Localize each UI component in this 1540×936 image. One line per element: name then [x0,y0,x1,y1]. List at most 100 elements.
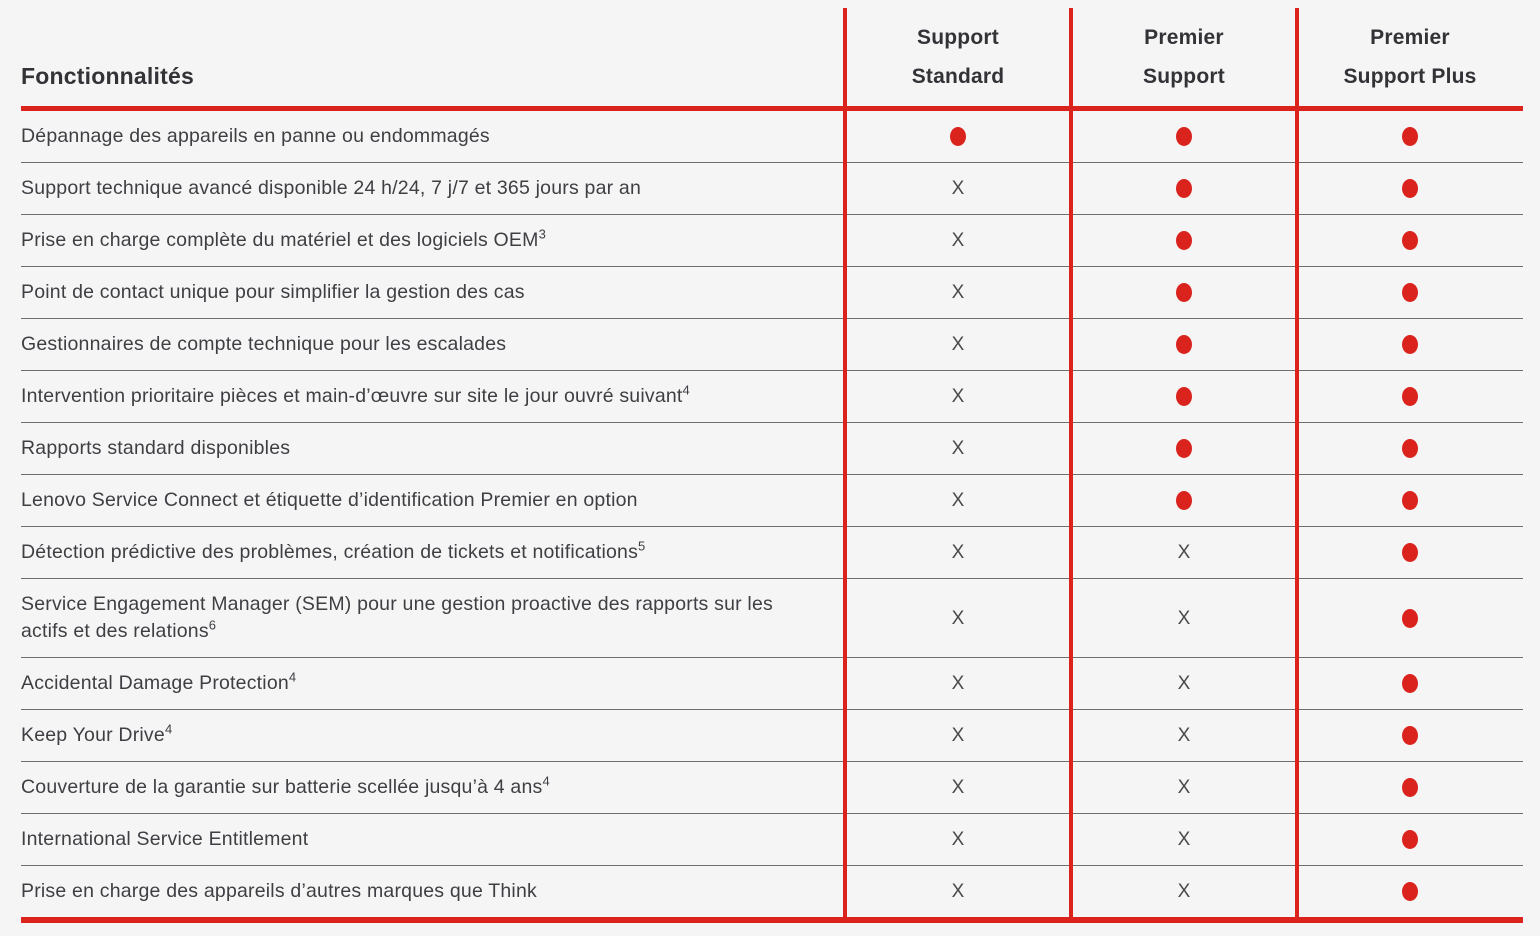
feature-name-cell: International Service Entitlement [21,814,845,865]
table-row: Gestionnaires de compte technique pour l… [21,318,1523,370]
premier-support-cell [1071,163,1297,214]
feature-label: Gestionnaires de compte technique pour l… [21,333,507,355]
feature-label: Couverture de la garantie sur batterie s… [21,776,543,798]
not-included-x-mark: X [951,607,965,629]
premier-support-cell: X [1071,527,1297,578]
feature-label: Accidental Damage Protection [21,672,289,694]
feature-name-cell: Dépannage des appareils en panne ou endo… [21,111,845,162]
not-included-x-mark: X [951,829,965,850]
premier-support-plus-cell [1297,423,1523,474]
premier-support-plus-cell [1297,762,1523,813]
feature-name-cell: Gestionnaires de compte technique pour l… [21,319,845,370]
feature-label: Rapports standard disponibles [21,437,291,459]
not-included-x-mark: X [1177,673,1191,694]
table-row: Keep Your Drive4 X X [21,709,1523,761]
support-comparison-table: Fonctionnalités Support Standard Premier… [21,0,1523,923]
column-header-premier-support-plus: Premier Support Plus [1343,26,1477,88]
column-divider [843,8,847,917]
red-dot-icon [1176,231,1192,250]
red-dot-icon [1402,543,1418,562]
table-row: Détection prédictive des problèmes, créa… [21,526,1523,578]
red-dot-icon [1176,179,1192,198]
column-header-support-standard: Support Standard [911,26,1005,88]
table-row: Lenovo Service Connect et étiquette d’id… [21,474,1523,526]
feature-label: Lenovo Service Connect et étiquette d’id… [21,489,638,511]
feature-name-cell: Support technique avancé disponible 24 h… [21,163,845,214]
not-included-x-mark: X [951,777,965,798]
premier-support-plus-cell [1297,814,1523,865]
feature-label: Prise en charge complète du matériel et … [21,229,539,251]
feature-label: Intervention prioritaire pièces et main-… [21,385,683,407]
not-included-x-mark: X [1177,725,1191,746]
red-dot-icon [1402,882,1418,901]
support-standard-cell: X [845,527,1071,578]
not-included-x-mark: X [1177,881,1191,902]
premier-support-plus-cell [1297,527,1523,578]
feature-name-cell: Rapports standard disponibles [21,423,845,474]
feature-footnote-ref: 5 [638,538,646,554]
feature-footnote-ref: 4 [542,773,550,789]
support-standard-cell: X [845,762,1071,813]
premier-support-cell: X [1071,710,1297,761]
support-standard-cell: X [845,866,1071,917]
not-included-x-mark: X [951,386,965,407]
feature-name-cell: Point de contact unique pour simplifier … [21,267,845,318]
table-row: Couverture de la garantie sur batterie s… [21,761,1523,813]
red-dot-icon [1176,283,1192,302]
premier-support-cell [1071,371,1297,422]
red-dot-icon [1176,491,1192,510]
table-row: Accidental Damage Protection4 X X [21,657,1523,709]
red-dot-icon [1176,127,1192,146]
red-dot-icon [1402,335,1418,354]
premier-support-plus-cell [1297,215,1523,266]
feature-footnote-ref: 3 [538,226,546,242]
not-included-x-mark: X [951,438,965,459]
red-dot-icon [1402,439,1418,458]
red-dot-icon [1402,608,1418,628]
not-included-x-mark: X [951,881,965,902]
premier-support-cell [1071,267,1297,318]
support-standard-cell: X [845,475,1071,526]
features-column-header: Fonctionnalités [21,63,194,89]
support-standard-cell: X [845,814,1071,865]
feature-label: Détection prédictive des problèmes, créa… [21,541,639,563]
feature-footnote-ref: 4 [288,669,297,685]
premier-support-plus-cell [1297,111,1523,162]
support-standard-cell: X [845,658,1071,709]
premier-support-cell: X [1071,579,1297,657]
feature-name-cell: Prise en charge des appareils d’autres m… [21,866,845,917]
not-included-x-mark: X [1177,777,1191,798]
feature-name-cell: Accidental Damage Protection4 [21,658,845,709]
red-dot-icon [950,127,966,146]
not-included-x-mark: X [951,230,965,251]
not-included-x-mark: X [1177,607,1191,629]
premier-support-plus-cell [1297,579,1523,657]
table-row: Prise en charge des appareils d’autres m… [21,865,1523,917]
premier-support-plus-cell [1297,319,1523,370]
premier-support-plus-cell [1297,163,1523,214]
table-row: Intervention prioritaire pièces et main-… [21,370,1523,422]
feature-footnote-ref: 6 [208,617,217,633]
not-included-x-mark: X [951,490,965,511]
red-dot-icon [1402,726,1418,745]
red-dot-icon [1402,231,1418,250]
table-row: Dépannage des appareils en panne ou endo… [21,111,1523,162]
table-row: Service Engagement Manager (SEM) pour un… [21,578,1523,657]
premier-support-plus-cell [1297,710,1523,761]
column-header-premier-support: Premier Support [1143,26,1225,88]
feature-name-cell: Service Engagement Manager (SEM) pour un… [21,579,845,657]
support-standard-cell: X [845,267,1071,318]
premier-support-cell [1071,423,1297,474]
premier-support-cell [1071,475,1297,526]
not-included-x-mark: X [951,725,965,746]
not-included-x-mark: X [1177,542,1191,563]
feature-label: Prise en charge des appareils d’autres m… [21,880,537,902]
feature-name-cell: Intervention prioritaire pièces et main-… [21,371,845,422]
support-standard-cell: X [845,215,1071,266]
premier-support-cell: X [1071,814,1297,865]
column-divider [1295,8,1299,917]
table-row: Point de contact unique pour simplifier … [21,266,1523,318]
feature-name-cell: Keep Your Drive4 [21,710,845,761]
not-included-x-mark: X [951,282,965,303]
